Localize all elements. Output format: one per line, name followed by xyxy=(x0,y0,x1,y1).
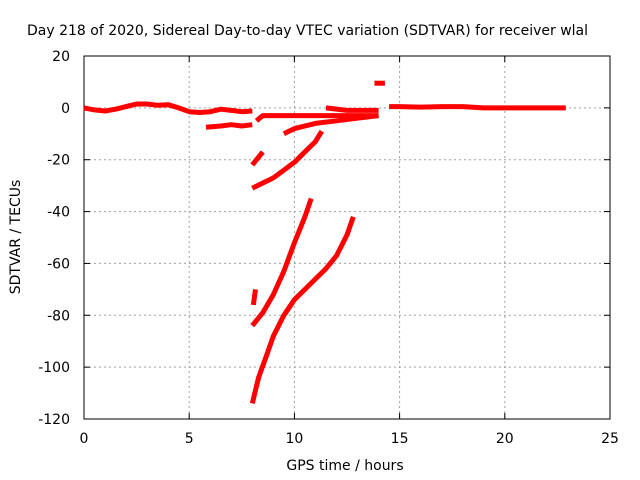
x-tick-label: 20 xyxy=(496,431,514,447)
data-series xyxy=(254,113,379,123)
x-tick-label: 25 xyxy=(601,431,619,447)
y-tick-label: -40 xyxy=(47,205,70,221)
data-series xyxy=(83,101,253,115)
tick-labels: 0 5 10 15 20 25 -120 -100 -80 -60 -40 -20 0 20 xyxy=(38,49,619,447)
plot-frame xyxy=(83,55,611,420)
data-series xyxy=(250,150,265,167)
data-series xyxy=(250,289,258,306)
y-tick-label: 20 xyxy=(52,49,70,65)
series xyxy=(83,80,566,404)
data-series xyxy=(282,113,379,137)
data-series xyxy=(205,122,253,130)
y-tick-label: -20 xyxy=(47,153,70,169)
y-tick-label: -60 xyxy=(47,256,70,272)
x-tick-label: 5 xyxy=(185,431,194,447)
x-tick-label: 0 xyxy=(80,431,89,447)
y-axis-label: SDTVAR / TECUs xyxy=(8,180,24,295)
data-series xyxy=(251,129,324,191)
chart-title: Day 218 of 2020, Sidereal Day-to-day VTE… xyxy=(27,23,588,39)
data-series xyxy=(249,215,356,404)
data-series xyxy=(389,104,566,111)
y-tick-label: -100 xyxy=(38,360,70,376)
x-axis-label: GPS time / hours xyxy=(286,458,403,474)
data-series xyxy=(325,105,379,113)
y-tick-label: 0 xyxy=(61,101,70,117)
x-tick-label: 10 xyxy=(285,431,303,447)
y-tick-label: -120 xyxy=(38,412,70,428)
x-tick-label: 15 xyxy=(391,431,409,447)
y-tick-label: -80 xyxy=(47,308,70,324)
data-series xyxy=(250,197,314,328)
